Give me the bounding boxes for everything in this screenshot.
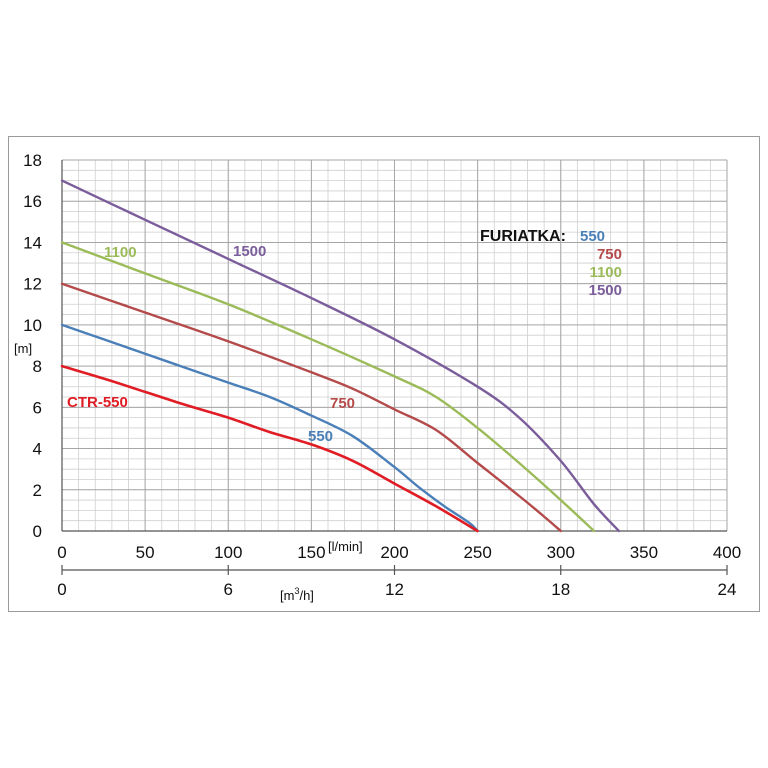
- x-tick-label: 250: [463, 543, 491, 562]
- y-tick-label: 0: [33, 522, 42, 541]
- y-tick-label: 16: [23, 192, 42, 211]
- legend-title: FURIATKA:: [480, 228, 566, 245]
- legend-entry-550: 550: [580, 228, 605, 245]
- legend-entry-1100: 1100: [589, 264, 622, 281]
- grid: [61, 159, 728, 532]
- y-tick-label: 12: [23, 275, 42, 294]
- y-tick-label: 10: [23, 316, 42, 335]
- x-tick-label: 100: [214, 543, 242, 562]
- x-tick-label: 350: [630, 543, 658, 562]
- x-tick-label: 400: [713, 543, 741, 562]
- series-line-1100: [60, 241, 596, 533]
- legend-entry-750: 750: [597, 246, 622, 263]
- series-label-550: 550: [308, 428, 333, 445]
- series-line-ctr-550: [60, 364, 479, 533]
- x-tick-label: 150: [297, 543, 325, 562]
- x2-tick-label: 24: [718, 580, 737, 599]
- x2-tick-label: 18: [551, 580, 570, 599]
- x2-tick-label: 6: [224, 580, 233, 599]
- series-label-750: 750: [330, 395, 355, 412]
- series-line-550: [60, 323, 479, 533]
- y-tick-label: 2: [33, 481, 42, 500]
- series-label-1500: 1500: [233, 243, 266, 260]
- y-axis-label: [m]: [14, 341, 32, 356]
- y-tick-label: 6: [33, 398, 42, 417]
- x-tick-label: 0: [57, 543, 66, 562]
- legend-entry-1500: 1500: [589, 282, 622, 299]
- x-axis-label: [l/min]: [328, 539, 363, 554]
- y-tick-label: 4: [33, 440, 42, 459]
- x2-axis-label: [m3/h]: [280, 586, 314, 603]
- series-line-1500: [60, 179, 621, 533]
- series-line-750: [60, 282, 562, 533]
- y-tick-label: 8: [33, 357, 42, 376]
- series-label-ctr-550: CTR-550: [67, 394, 128, 411]
- x2-tick-label: 12: [385, 580, 404, 599]
- y-tick-label: 14: [23, 233, 42, 252]
- series-label-1100: 1100: [104, 244, 137, 261]
- x-tick-label: 50: [136, 543, 155, 562]
- y-tick-label: 18: [23, 151, 42, 170]
- labels: [m] [l/min] [m3/h] FURIATKA:: [14, 228, 566, 603]
- x2-tick-label: 0: [57, 580, 66, 599]
- x-tick-label: 200: [380, 543, 408, 562]
- x-tick-label: 300: [547, 543, 575, 562]
